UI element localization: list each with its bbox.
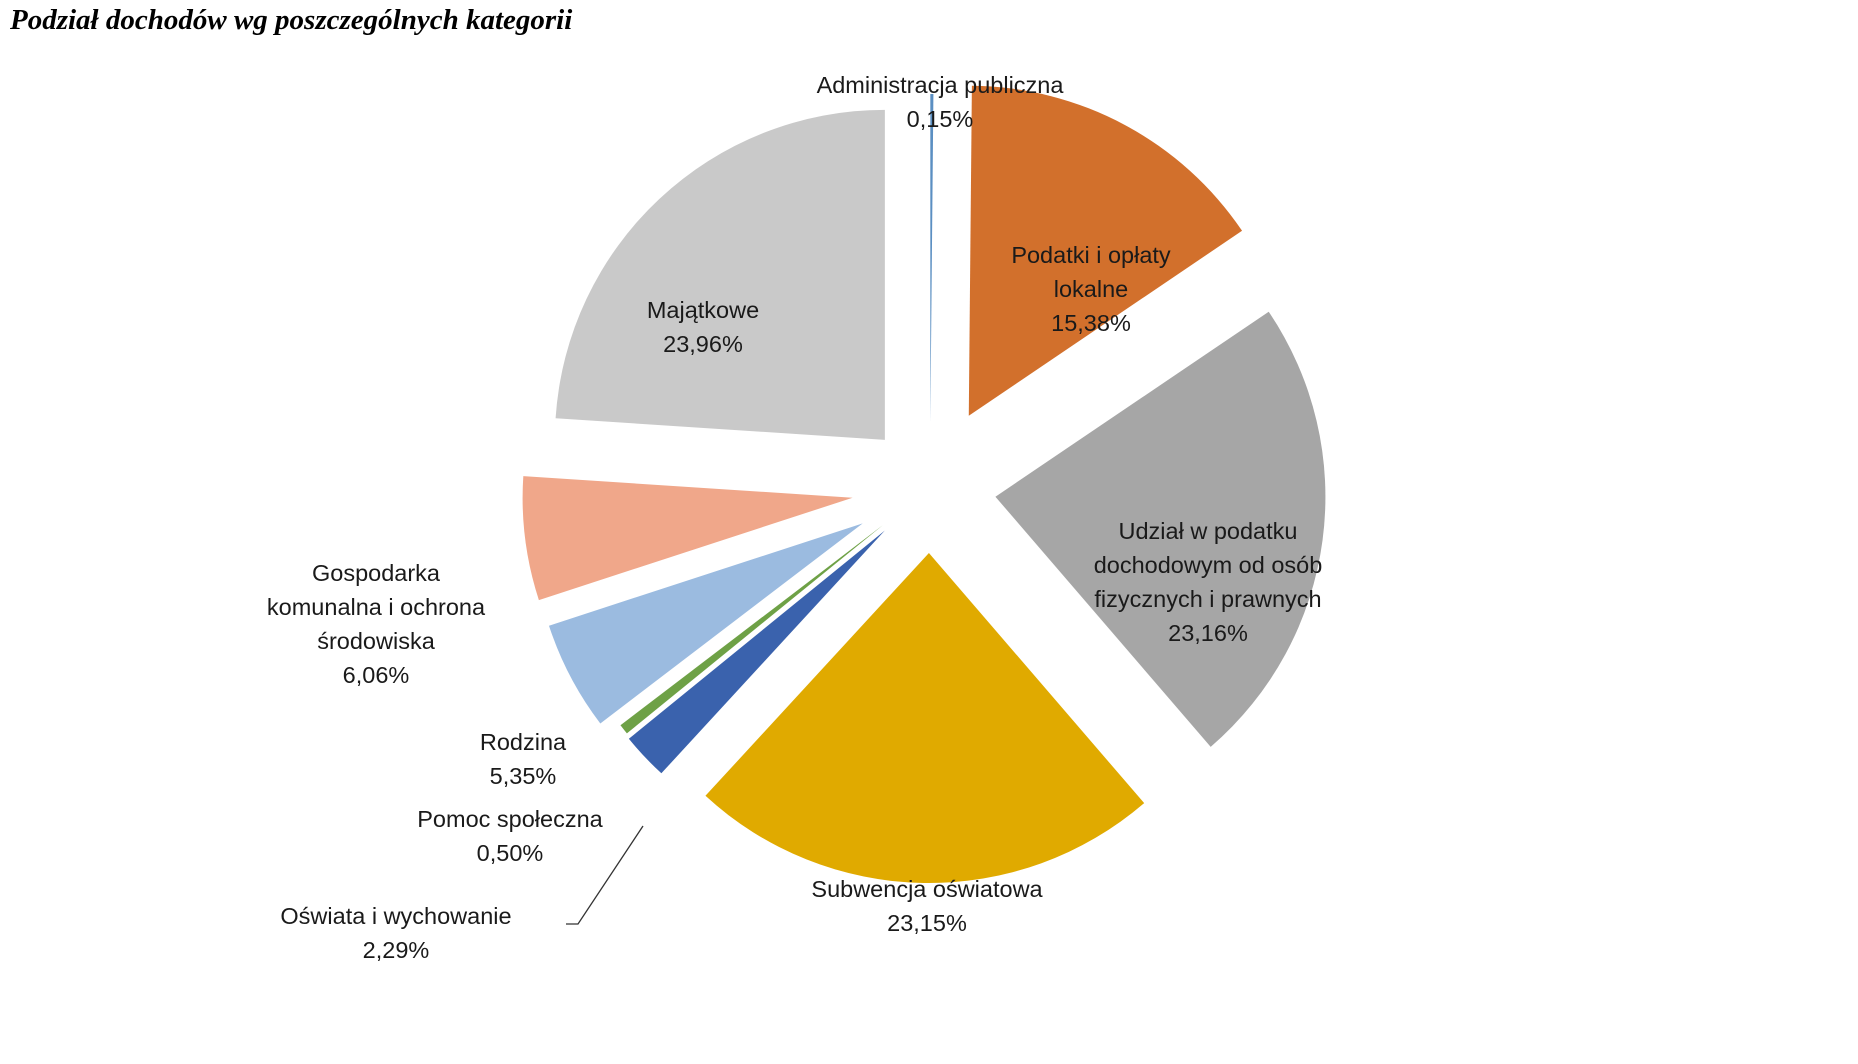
pie-slice-oswiata-i-wychowanie	[628, 530, 885, 774]
pie-slice-podatki-i-oplaty-lokalne	[968, 85, 1243, 416]
pie-slice-pomoc-spoleczna	[620, 525, 883, 734]
pie-slice-rodzina	[548, 523, 863, 724]
pie-slice-udzial-w-podatku-dochodowym-od-osob-fizycznych-i-prawnych	[995, 311, 1326, 747]
slice-label-podatki-i-oplaty-lokalne: Podatki i opłaty lokalne 15,38%	[1011, 242, 1171, 336]
pie-slice-administracja-publiczna	[930, 94, 934, 425]
slice-label-udzial-w-podatku-dochodowym-od-osob-fizycznych-i-prawnych: Udział w podatku dochodowym od osób fizycz…	[1094, 518, 1323, 646]
slice-label-subwencja-oswiatowa: Subwencja oświatowa 23,15%	[811, 876, 1043, 936]
pie-slice-subwencja-oswiatowa	[705, 552, 1145, 883]
pie-slice-gospodarka-komunalna-i-ochrona-srodowiska	[522, 476, 853, 601]
chart-title: Podział dochodów wg poszczególnych kateg…	[10, 4, 573, 36]
slice-label-administracja-publiczna: Administracja publiczna 0,15%	[817, 72, 1065, 132]
slice-label-oswiata-i-wychowanie: Oświata i wychowanie 2,29%	[280, 903, 511, 963]
leader-line-oswiata	[566, 825, 644, 925]
pie-slice-majatkowe	[555, 109, 885, 440]
slice-label-majatkowe: Majątkowe 23,96%	[647, 297, 759, 357]
slice-label-pomoc-spoleczna: Pomoc społeczna 0,50%	[417, 806, 603, 866]
slice-label-gospodarka-komunalna-i-ochrona-srodowiska: Gospodarka komunalna i ochrona środowiska 6…	[267, 560, 486, 688]
slice-label-rodzina: Rodzina 5,35%	[480, 729, 567, 789]
